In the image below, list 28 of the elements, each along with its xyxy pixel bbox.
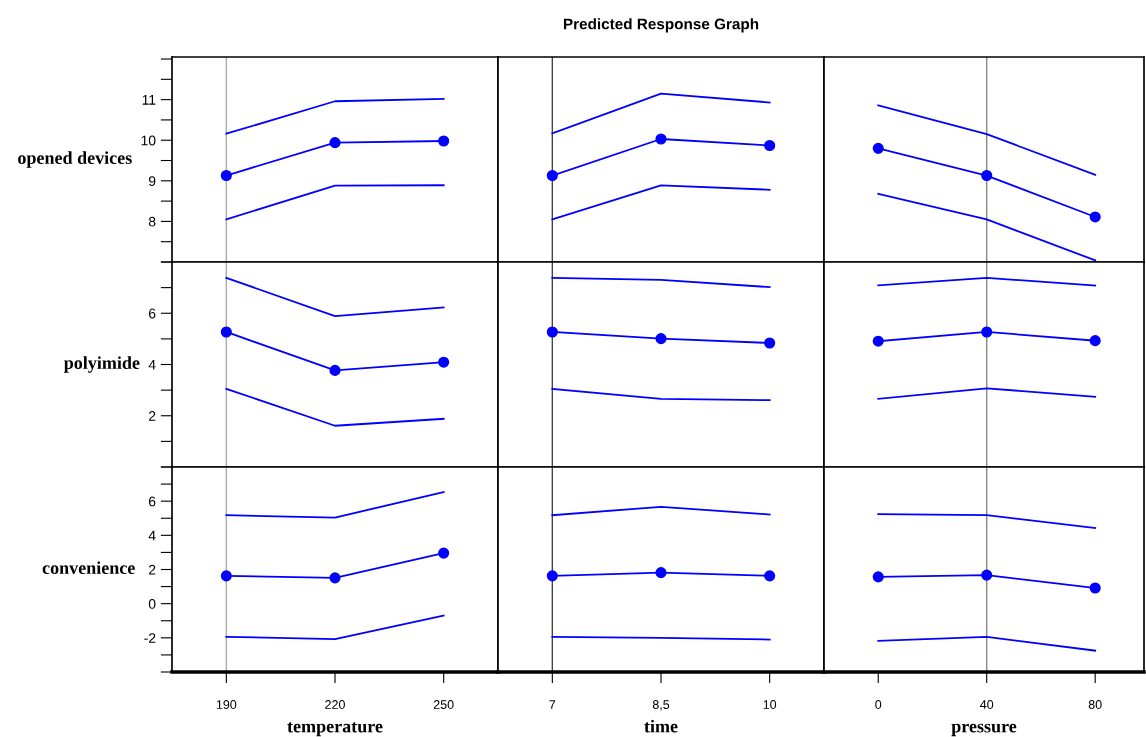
y-tick-label: 11 (142, 95, 156, 105)
y-axis-title: opened devices (18, 151, 132, 168)
y-tick-label: 4 (148, 359, 156, 370)
x-tick-label: 8,5 (652, 700, 670, 711)
x-axis-title: temperature (287, 722, 383, 737)
x-axis-title: pressure (951, 723, 1017, 737)
x-tick-label: 80 (1088, 700, 1102, 709)
y-axis-title: convenience (42, 561, 135, 575)
y-tick-label: 10 (141, 135, 156, 146)
x-axis-title: time (644, 719, 678, 733)
x-tick-label: 40 (980, 700, 994, 709)
y-tick-label: 6 (149, 496, 156, 507)
y-tick-label: -2 (144, 633, 156, 643)
y-axis-title: polyimide (63, 356, 140, 373)
x-tick-label: 10 (763, 700, 777, 709)
y-tick-label: 4 (148, 530, 156, 541)
x-tick-label: 7 (549, 700, 556, 709)
x-tick-label: 190 (216, 700, 237, 709)
y-tick-label: 8 (148, 216, 156, 227)
x-tick-label: 0 (875, 700, 882, 709)
x-tick-label: 250 (433, 700, 454, 709)
y-tick-label: 6 (149, 308, 156, 319)
y-tick-label: 0 (148, 599, 156, 609)
y-tick-label: 9 (148, 176, 156, 186)
y-tick-label: 2 (149, 564, 156, 575)
x-tick-label: 220 (325, 700, 345, 709)
chart-title: Predicted Response Graph (563, 18, 759, 33)
y-tick-label: 2 (149, 411, 156, 421)
